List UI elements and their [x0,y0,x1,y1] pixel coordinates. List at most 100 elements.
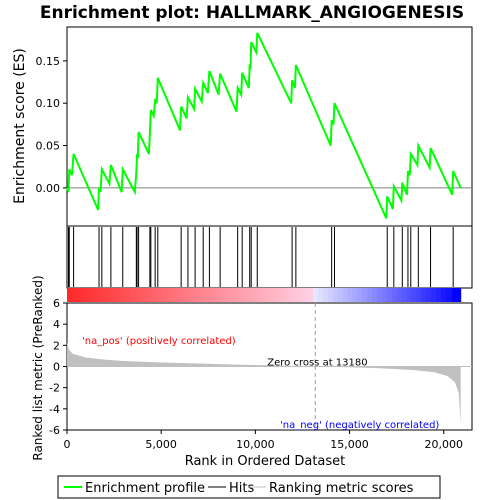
color-bar-segment [263,288,270,302]
color-bar-segment [396,288,403,302]
color-bar-segment [204,288,211,302]
legend-ranking-label: Ranking metric scores [269,481,414,496]
color-bar-segment [347,288,353,302]
legend-enrichment-label: Enrichment profile [85,481,205,496]
color-bar-segment [249,288,255,302]
color-bar-segment [239,288,245,302]
hit-marks [68,227,454,287]
zero-cross-label: Zero cross at 13180 [267,358,367,369]
color-bar-segment [160,288,166,302]
color-bar-segment [121,288,127,302]
color-bar-segment [337,288,344,302]
hits-panel-frame [66,225,473,289]
enrichment-profile-line [66,32,462,219]
color-bar-segment [111,288,117,302]
color-bar-segment [406,288,412,302]
color-bar-segment [327,288,334,302]
color-bar-segment [431,288,437,302]
rank-y-tick-label: -6 [49,424,60,437]
color-bar-segment [377,288,383,302]
color-bar-segment [445,288,452,302]
rank-y-axis-label: Ranked list metric (PreRanked) [31,275,45,460]
es-y-tick-label: 0.10 [36,97,61,110]
es-y-tick-label: 0.15 [36,55,61,68]
es-y-ticks: 0.00 0.05 0.10 0.15 [36,55,67,195]
rank-x-axis-label: Rank in Ordered Dataset [185,454,346,469]
color-bar-segment [106,288,112,302]
rank-y-tick-label: -4 [49,403,60,416]
chart-title: Enrichment plot: HALLMARK_ANGIOGENESIS [40,3,464,23]
color-bar-segment [283,288,289,302]
es-y-axis-label: Enrichment score (ES) [12,48,28,204]
color-bar-segment [293,288,299,302]
color-bar-segment [258,288,265,302]
color-bar-segment [381,288,388,302]
color-bar-segment [313,288,319,302]
color-bar-segment [96,288,102,302]
color-bar-segment [229,288,235,302]
color-bar-segment [140,288,147,302]
color-bar-segment [126,288,132,302]
color-bar-segment [372,288,378,302]
color-bar-segment [386,288,393,302]
rank-y-tick-label: 2 [53,339,60,352]
color-bar-segment [194,288,201,302]
color-bar-segment [81,288,88,302]
rank-x-ticks: 0 5,000 10,000 15,000 20,000 [64,430,463,451]
color-bar-segment [342,288,349,302]
es-y-tick-label: 0.00 [36,182,61,195]
color-bar-segment [170,288,176,302]
color-bar-segment [411,288,417,302]
color-bar-segment [145,288,152,302]
color-bar-segment [185,288,191,302]
rank-x-tick-label: 0 [64,438,71,451]
color-bar-segment [298,288,304,302]
color-bar-segment [303,288,309,302]
color-bar-segment [91,288,98,302]
negative-correlation-label: 'na_neg' (negatively correlated) [280,420,439,431]
color-bar-segment [214,288,221,302]
rank-color-bar [67,288,462,302]
color-bar-segment [130,288,137,302]
color-bar-segment [436,288,442,302]
color-bar-segment [317,288,324,302]
color-bar-segment [71,288,78,302]
color-bar-segment [367,288,373,302]
color-bar-segment [244,288,250,302]
color-bar-segment [288,288,294,302]
rank-y-tick-label: -2 [49,382,60,395]
positive-correlation-label: 'na_pos' (positively correlated) [82,336,236,347]
color-bar-segment [175,288,181,302]
color-bar-segment [357,288,363,302]
rank-y-ticks: -6 -4 -2 0 2 4 6 [49,297,67,437]
es-y-tick-label: 0.05 [36,140,61,153]
rank-x-tick-label: 5,000 [145,438,177,451]
rank-x-tick-label: 15,000 [330,438,369,451]
color-bar-segment [268,288,275,302]
color-bar-segment [209,288,216,302]
color-bar-segment [155,288,162,302]
color-bar-segment [76,288,83,302]
color-bar-segment [273,288,280,302]
color-bar-segment [441,288,447,302]
color-bar-segment [86,288,93,302]
color-bar-segment [391,288,398,302]
color-bar-segment [332,288,339,302]
color-bar-segment [135,288,142,302]
color-bar-segment [234,288,240,302]
color-bar-segment [322,288,329,302]
color-bar-segment [101,288,107,302]
color-bar-segment [116,288,122,302]
color-bar-segment [67,288,73,302]
color-bar-segment [362,288,368,302]
rank-x-tick-label: 10,000 [236,438,275,451]
rank-y-tick-label: 6 [53,297,60,310]
color-bar-segment [308,288,314,302]
color-bar-segment [224,288,230,302]
color-bar-segment [416,288,422,302]
color-bar-segment [352,288,358,302]
color-bar-segment [254,288,260,302]
color-bar-segment [219,288,225,302]
color-bar-end [452,288,461,302]
